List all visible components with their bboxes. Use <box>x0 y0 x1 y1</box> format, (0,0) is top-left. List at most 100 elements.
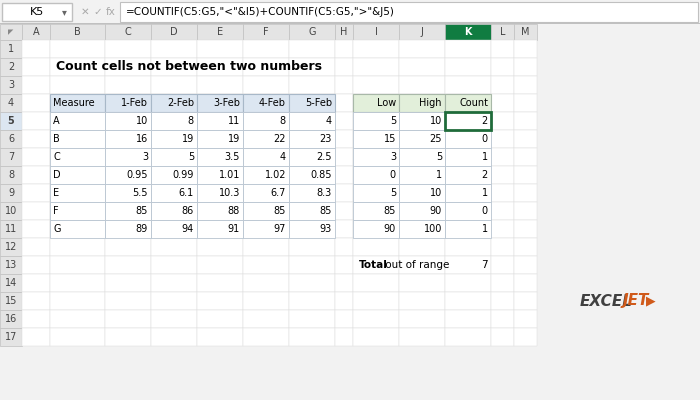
Bar <box>289 238 335 256</box>
Text: ✕: ✕ <box>81 7 90 17</box>
Bar <box>0 166 22 184</box>
Bar <box>289 220 335 238</box>
Bar <box>353 184 399 202</box>
Bar <box>491 292 514 310</box>
Bar <box>399 202 445 220</box>
Bar <box>243 148 289 166</box>
Text: C: C <box>53 152 60 162</box>
Bar <box>445 76 491 94</box>
Text: 8: 8 <box>188 116 194 126</box>
Text: 11: 11 <box>228 116 240 126</box>
Text: 4: 4 <box>8 98 14 108</box>
Bar <box>50 166 105 184</box>
Bar <box>105 148 151 166</box>
Bar <box>335 328 353 346</box>
Bar <box>197 184 243 202</box>
Bar <box>0 76 22 94</box>
Bar <box>514 202 537 220</box>
Bar <box>151 292 197 310</box>
Bar <box>353 202 399 220</box>
Bar <box>243 166 289 184</box>
Bar <box>22 292 50 310</box>
Bar <box>243 202 289 220</box>
Bar <box>353 148 399 166</box>
Bar <box>289 148 335 166</box>
Bar <box>22 40 50 58</box>
Bar <box>335 310 353 328</box>
Text: E: E <box>217 27 223 37</box>
Text: 7: 7 <box>8 152 14 162</box>
Bar <box>2 3 72 21</box>
Bar <box>105 130 151 148</box>
Bar <box>445 148 491 166</box>
Bar <box>399 58 445 76</box>
Bar <box>105 256 151 274</box>
Bar <box>399 256 445 274</box>
Bar <box>514 40 537 58</box>
Bar <box>243 76 289 94</box>
Bar <box>105 166 151 184</box>
Text: I: I <box>374 27 377 37</box>
Bar <box>243 328 289 346</box>
Text: L: L <box>500 27 505 37</box>
Text: 4: 4 <box>326 116 332 126</box>
Text: 22: 22 <box>274 134 286 144</box>
Bar <box>22 76 50 94</box>
Text: 10.3: 10.3 <box>218 188 240 198</box>
Bar <box>514 292 537 310</box>
Bar <box>399 184 445 202</box>
Bar <box>0 0 700 24</box>
Bar <box>105 238 151 256</box>
Text: 6: 6 <box>8 134 14 144</box>
Bar <box>399 148 445 166</box>
Text: 6.7: 6.7 <box>271 188 286 198</box>
Bar <box>243 58 289 76</box>
Bar <box>197 292 243 310</box>
Bar <box>243 274 289 292</box>
Text: Total: Total <box>359 260 388 270</box>
Bar <box>353 24 399 40</box>
Bar <box>514 166 537 184</box>
Text: 8: 8 <box>280 116 286 126</box>
Text: 3: 3 <box>390 152 396 162</box>
Text: H: H <box>340 27 348 37</box>
Bar <box>197 328 243 346</box>
Text: K5: K5 <box>30 7 44 17</box>
Bar <box>50 184 105 202</box>
Bar <box>353 274 399 292</box>
Bar <box>0 24 22 40</box>
Text: K: K <box>464 27 472 37</box>
Bar <box>353 76 399 94</box>
Bar <box>151 148 197 166</box>
Bar <box>514 220 537 238</box>
Bar <box>197 202 243 220</box>
Bar <box>50 238 105 256</box>
Bar <box>243 40 289 58</box>
Bar <box>335 76 353 94</box>
Bar <box>120 2 698 22</box>
Bar <box>197 112 243 130</box>
Bar <box>22 274 50 292</box>
Bar <box>243 112 289 130</box>
Bar <box>335 202 353 220</box>
Text: EXCEL: EXCEL <box>580 294 633 308</box>
Text: 15: 15 <box>384 134 396 144</box>
Bar <box>0 292 22 310</box>
Bar <box>105 202 151 220</box>
Text: Count: Count <box>459 98 488 108</box>
Text: 10: 10 <box>430 188 442 198</box>
Text: 1-Feb: 1-Feb <box>121 98 148 108</box>
Bar <box>491 58 514 76</box>
Text: D: D <box>53 170 61 180</box>
Bar <box>289 130 335 148</box>
Text: ◤: ◤ <box>8 29 14 35</box>
Text: ▾: ▾ <box>62 7 67 17</box>
Text: D: D <box>170 27 178 37</box>
Text: 17: 17 <box>5 332 18 342</box>
Bar <box>289 256 335 274</box>
Bar <box>353 112 399 130</box>
Bar <box>353 292 399 310</box>
Bar <box>105 310 151 328</box>
Bar <box>50 112 105 130</box>
Bar <box>445 148 491 166</box>
